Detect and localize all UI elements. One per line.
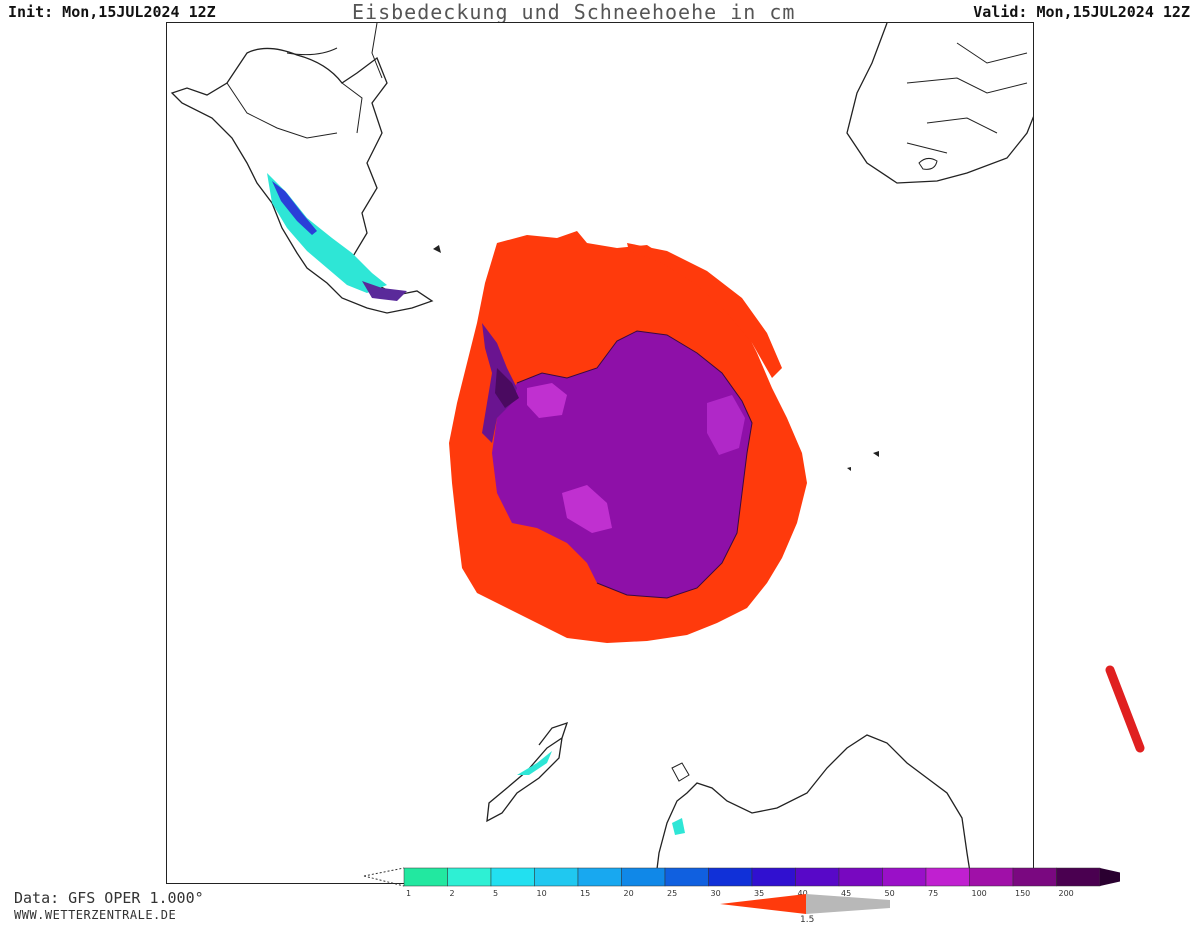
- legend-ice-marker: [720, 894, 806, 914]
- color-legend: 1 2 5 10 15 20 25 30 35 40 45 50 75 100 150 200 1.5: [360, 862, 1140, 926]
- lesotho-outline: [918, 157, 938, 170]
- south-america-coast: [170, 47, 434, 314]
- ross-shelf-light: [562, 485, 612, 533]
- legend-swatch: [751, 867, 796, 887]
- peninsula-dark-ice: [495, 368, 519, 408]
- legend-tick-label: 25: [667, 889, 677, 898]
- legend-lead-in: [363, 867, 405, 887]
- legend-tick-label: 200: [1059, 889, 1074, 898]
- legend-swatch: [403, 867, 448, 887]
- legend-swatch: [534, 867, 579, 887]
- legend-arrow-tip: [1100, 868, 1140, 886]
- legend-swatch: [447, 867, 492, 887]
- legend-tick-label: 20: [624, 889, 634, 898]
- legend-tick-label: 15: [580, 889, 590, 898]
- small-island-1: [873, 451, 879, 457]
- legend-swatch: [969, 867, 1014, 887]
- init-time-label: Init: Mon,15JUL2024 12Z: [8, 3, 216, 21]
- legend-swatch: [577, 867, 622, 887]
- website-label: WWW.WETTERZENTRALE.DE: [14, 908, 177, 922]
- andes-snow-purple: [362, 281, 407, 301]
- legend-ice-gray: [806, 894, 890, 914]
- new-zealand-coast: [486, 721, 569, 823]
- andes-snow-cyan: [267, 173, 387, 293]
- legend-ice-label: 1.5: [800, 915, 814, 922]
- legend-swatch: [1056, 867, 1101, 887]
- legend-tick-label: 5: [493, 889, 498, 898]
- east-antarctica-light: [707, 395, 745, 455]
- legend-swatch: [882, 867, 927, 887]
- legend-tick-label: 40: [798, 889, 808, 898]
- data-source-label: Data: GFS OPER 1.000°: [14, 889, 204, 907]
- legend-tick-label: 100: [972, 889, 987, 898]
- legend-swatch: [708, 867, 753, 887]
- legend-swatch: [925, 867, 970, 887]
- legend-swatch: [621, 867, 666, 887]
- legend-tick-label: 75: [928, 889, 938, 898]
- south-america-borders: [226, 23, 383, 139]
- legend-tick-label: 150: [1015, 889, 1030, 898]
- legend-tick-label: 1: [406, 889, 411, 898]
- valid-time-label: Valid: Mon,15JUL2024 12Z: [973, 3, 1190, 21]
- weddell-shelf-light: [527, 383, 567, 418]
- legend-swatch: [664, 867, 709, 887]
- andes-snow-blue: [272, 181, 317, 235]
- africa-borders: [906, 42, 1028, 154]
- antarctica-coast: [516, 330, 753, 599]
- australia-coast: [654, 734, 973, 883]
- map-panel[interactable]: [166, 22, 1034, 884]
- new-zealand-snow: [517, 751, 552, 775]
- map-canvas: [170, 23, 1033, 883]
- small-island-3: [433, 245, 441, 253]
- legend-tick-label: 35: [754, 889, 764, 898]
- legend-swatch: [795, 867, 840, 887]
- africa-coast: [846, 23, 1033, 184]
- legend-swatch: [1012, 867, 1057, 887]
- map-title: Eisbedeckung und Schneehoehe in cm: [352, 0, 796, 24]
- legend-tick-label: 10: [537, 889, 547, 898]
- tasmania-outline: [671, 762, 690, 782]
- legend-tick-label: 2: [450, 889, 455, 898]
- legend-tick-label: 45: [841, 889, 851, 898]
- legend-tick-label: 50: [885, 889, 895, 898]
- australia-snow: [672, 818, 685, 835]
- legend-swatch: [838, 867, 883, 887]
- red-annotation-line: [1105, 665, 1145, 753]
- small-island-2: [847, 467, 851, 471]
- legend-tick-label: 30: [711, 889, 721, 898]
- legend-swatch: [490, 867, 535, 887]
- sea-ice-fringe: [627, 243, 782, 378]
- annotation-mark: [1104, 664, 1150, 764]
